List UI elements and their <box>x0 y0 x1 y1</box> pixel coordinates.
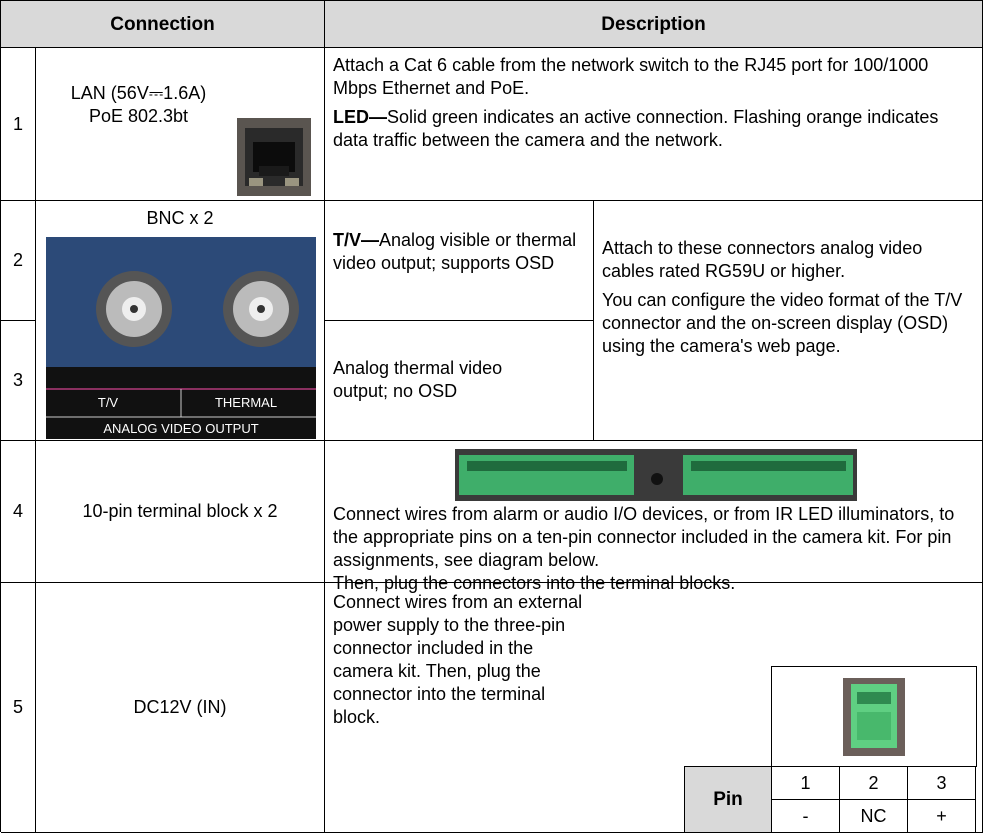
pin-cell: 2 <box>839 766 908 800</box>
connection-cell: DC12V (IN) <box>36 583 325 833</box>
connector-image-cell <box>771 666 977 767</box>
output-text: T/V—Analog visible or thermal video outp… <box>333 229 588 275</box>
number: 4 <box>12 501 23 521</box>
description: Attach a Cat 6 cable from the network sw… <box>333 54 973 158</box>
description: Connect wires from alarm or audio I/O de… <box>333 503 973 595</box>
header-cell: Description <box>325 1 983 48</box>
terminal-block-image <box>455 449 857 501</box>
connection-cell: LAN (56V⎓1.6A) PoE 802.3bt <box>36 48 325 201</box>
row-number: 1 <box>1 48 36 201</box>
number: 2 <box>12 250 23 270</box>
paragraph: Then, plug the connectors into the termi… <box>333 573 736 593</box>
connector-image <box>843 677 905 756</box>
image-label: THERMAL <box>215 395 277 410</box>
text: Analog visible or thermal video output; … <box>333 230 577 273</box>
row-number: 5 <box>1 583 36 833</box>
rj45-image <box>237 118 311 196</box>
description: Connect wires from an external power sup… <box>333 592 583 727</box>
output-text: Analog thermal video output; no OSD <box>333 358 503 401</box>
pin-cell: 3 <box>907 766 976 800</box>
connection-cell: 10-pin terminal block x 2 <box>36 441 325 583</box>
connection-text: 10-pin terminal block x 2 <box>82 501 278 521</box>
paragraph: Attach to these connectors analog video … <box>602 238 923 281</box>
image-label: T/V <box>98 395 119 410</box>
row-number: 4 <box>1 441 36 583</box>
description: Attach to these connectors analog video … <box>602 237 977 364</box>
header-text: Connection <box>110 13 215 35</box>
bold-label: T/V— <box>333 230 380 250</box>
pin-cell: + <box>907 799 976 833</box>
connection-text: BNC x 2 <box>146 208 214 228</box>
row-number: 3 <box>1 321 36 441</box>
pin-header-text: Pin <box>713 789 743 810</box>
row-number: 2 <box>1 201 36 321</box>
pin-header: Pin <box>684 766 772 833</box>
text: Solid green indicates an active connecti… <box>333 107 939 150</box>
bold-label: LED— <box>333 107 387 127</box>
connection-cell: BNC x 2 T/V THERMAL ANALOG VIDEO OUTPUT <box>36 201 325 441</box>
number: 5 <box>12 697 23 717</box>
number: 3 <box>12 370 23 390</box>
shared-description-cell: Attach to these connectors analog video … <box>594 201 983 441</box>
bnc-image: T/V THERMAL ANALOG VIDEO OUTPUT <box>46 237 316 439</box>
connection-text: DC12V (IN) <box>133 697 227 717</box>
description-cell: Connect wires from alarm or audio I/O de… <box>325 441 983 593</box>
paragraph: LED—Solid green indicates an active conn… <box>333 106 973 152</box>
text-line: LAN (56V⎓1.6A) <box>70 83 207 103</box>
pin-cell: 1 <box>771 766 840 800</box>
pin-cell: NC <box>839 799 908 833</box>
output-cell: Analog thermal video output; no OSD <box>325 321 594 441</box>
connection-text: LAN (56V⎓1.6A) PoE 802.3bt <box>46 82 231 128</box>
number: 1 <box>12 113 23 134</box>
output-cell: T/V—Analog visible or thermal video outp… <box>325 201 594 321</box>
header-text: Description <box>601 13 706 35</box>
paragraph: Attach a Cat 6 cable from the network sw… <box>333 55 929 98</box>
pin-cell: - <box>771 799 840 833</box>
description-cell: Attach a Cat 6 cable from the network sw… <box>325 48 983 201</box>
description-cell: Connect wires from an external power sup… <box>325 583 983 833</box>
header-cell: Connection <box>1 1 325 48</box>
image-label: ANALOG VIDEO OUTPUT <box>103 421 258 436</box>
paragraph: You can configure the video format of th… <box>602 290 963 356</box>
text-line: PoE 802.3bt <box>88 106 189 126</box>
paragraph: Connect wires from alarm or audio I/O de… <box>333 504 955 570</box>
